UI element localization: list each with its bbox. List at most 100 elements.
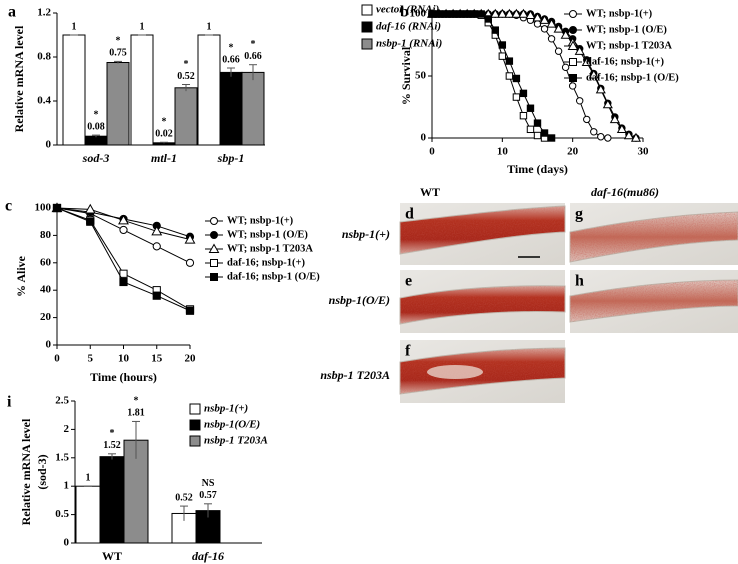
y-tick-label: 2.5 [55,395,69,407]
point [569,74,577,82]
value-label: 1 [207,21,212,32]
worm-texture [400,285,565,324]
point [512,93,521,101]
micrograph [569,203,738,265]
panel-letter: b [400,4,409,21]
legend-label: nsbp-1(O/E) [204,419,260,431]
point [560,29,571,39]
y-axis-label: Relative mRNA level [12,25,26,132]
legend-label: nsbp-1 T203A [204,435,268,447]
bar [84,135,108,146]
point [595,84,606,94]
x-tick-label: sod-3 [82,151,110,165]
legend-swatch [189,419,201,431]
significance-label: * [116,36,121,47]
legend-label: WT; nsbp-1(+) [227,215,294,226]
value-label: 1.81 [127,408,145,419]
point [526,104,535,112]
legend-label: WT; nsbp-1 (O/E) [227,229,308,240]
legend-label: nsbp-1 (RNAi) [376,38,442,50]
point [623,130,634,140]
point [512,74,521,83]
y-tick-label: 80 [40,229,52,241]
bar [241,71,265,146]
point [569,58,577,66]
significance-label: * [229,42,234,53]
series-line [432,13,545,139]
x-tick-label: 0 [429,146,435,158]
legend-swatch [361,21,373,33]
x-tick-label: 5 [88,353,94,365]
worm-texture [400,206,565,254]
point [428,10,436,18]
point [152,242,161,251]
y-axis-label: % Alive [14,255,28,297]
point [518,8,529,18]
x-tick-label: sbp-1 [217,151,245,165]
legend-label: daf-16; nsbp-1 (O/E) [586,72,679,83]
bar [174,87,198,146]
point [609,114,620,124]
x-tick-label: daf-16 [192,549,224,563]
y-tick-label: 0 [64,537,70,549]
point [435,10,443,18]
point [561,63,570,72]
x-tick-label: 30 [638,146,650,158]
point [449,10,457,18]
y-axis-label: Relative mRNA level [19,418,33,525]
point [604,134,612,142]
value-label: 0.75 [109,48,127,59]
point [84,203,96,214]
worm-texture [570,212,738,262]
x-tick-label: WT [102,549,122,563]
x-tick-label: 20 [185,353,197,365]
point [540,129,549,137]
x-tick-label: 15 [151,353,163,365]
legend-label: daf-16; nsbp-1 (O/E) [227,271,320,282]
point [532,12,543,22]
point [505,57,514,65]
bar [99,456,125,544]
value-label: 0.52 [177,71,195,82]
x-axis-label: Time (hours) [90,370,157,384]
point [152,291,161,300]
micrograph [399,340,566,403]
value-label: 1.52 [103,440,121,451]
point [210,231,218,239]
point [210,273,218,281]
legend-label: WT; nsbp-1 T203A [586,40,672,51]
point [208,243,220,253]
legend-swatch [189,403,201,415]
point [185,306,195,315]
point [567,40,579,50]
y-tick-label: 1 [64,480,70,492]
point [498,41,507,49]
bar [130,34,154,146]
y-tick-label: 0.4 [37,95,51,107]
point [533,119,542,127]
bar [75,485,101,544]
panel-letter: i [7,394,12,411]
row-label: nsbp-1 T203A [320,368,390,382]
y-tick-label: 0 [46,339,52,351]
y-tick-label: 100 [410,8,427,20]
point [456,10,464,18]
value-label: 1 [140,21,145,32]
y-tick-label: 0 [46,139,52,151]
point [547,35,556,43]
value-label: 1 [86,472,91,483]
point [119,225,128,235]
row-label: nsbp-1(O/E) [329,293,390,307]
point [86,217,95,226]
bar [197,34,221,146]
point [554,47,563,55]
value-label: 0.02 [155,129,173,140]
bar [219,71,243,146]
point [151,225,163,236]
panel-letter: g [575,206,583,223]
significance-label: * [94,109,99,120]
point [553,23,564,33]
legend-label: nsbp-1(+) [204,403,248,415]
panel-letter: h [575,273,584,290]
y-tick-label: 40 [40,284,52,296]
